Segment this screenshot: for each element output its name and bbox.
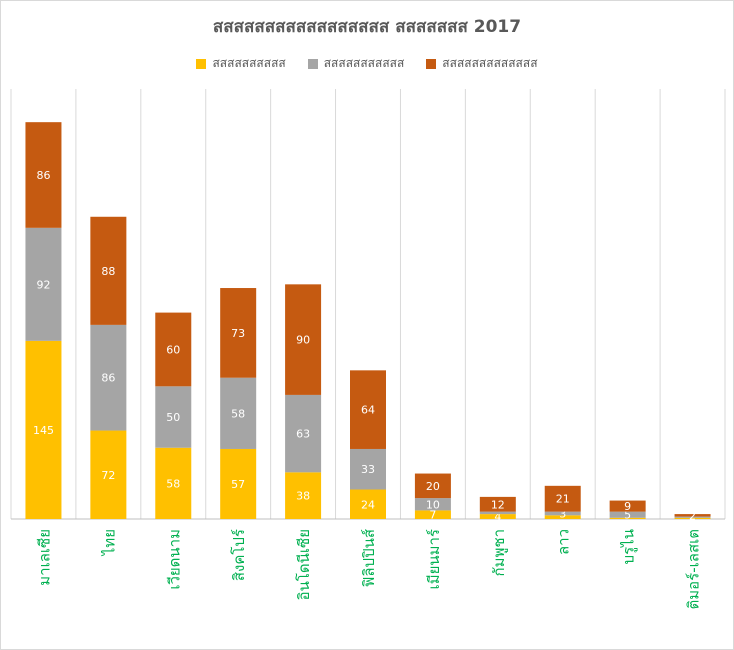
data-label: 3 [559, 507, 566, 520]
data-label: 58 [231, 407, 245, 420]
bar-segment [220, 448, 257, 519]
bar-segment [155, 447, 192, 519]
legend-label-series-1: สสสสสสสสสส [212, 56, 286, 70]
data-label: 12 [491, 498, 505, 511]
category-label: ฟิลิปปินส์ [360, 529, 378, 587]
legend-swatch-series-1 [196, 58, 207, 69]
bar-segment [155, 312, 192, 387]
legend-swatch-series-3 [426, 58, 437, 69]
bar-segment [25, 122, 62, 228]
data-label: 7 [429, 509, 436, 522]
bar-segment [155, 386, 192, 448]
bar-segment [350, 489, 386, 519]
bar-segment [479, 496, 516, 512]
data-label: 92 [36, 278, 50, 291]
bar-segment [609, 517, 646, 519]
data-label: 58 [166, 477, 180, 490]
bar-segment [25, 227, 62, 341]
bar-segment [674, 517, 711, 519]
bar-segment [285, 394, 322, 473]
category-label: ติมอร์-เลสเต [685, 529, 703, 609]
data-label: 33 [361, 463, 375, 476]
data-label: 90 [296, 334, 310, 347]
bar-segment [479, 514, 516, 519]
legend-swatch-series-2 [307, 58, 318, 69]
data-label: 20 [426, 480, 440, 493]
category-label: เมียนมาร์ [425, 529, 443, 589]
data-label: 4 [494, 511, 501, 524]
data-label: 72 [101, 469, 115, 482]
bar-segment [350, 370, 386, 449]
category-label: มาเลเซีย [35, 529, 53, 586]
data-label: 10 [426, 498, 440, 511]
bar-segment [285, 472, 322, 519]
bar-segment [674, 514, 711, 517]
category-label: ลาว [555, 529, 573, 555]
data-label: 21 [556, 493, 570, 506]
bar-segment [674, 516, 711, 518]
bar-segment [285, 284, 322, 395]
bar-segment [544, 511, 581, 516]
chart-title: สสสสสสสสสสสสสสสสส สสสสสสส 2017 [212, 17, 522, 37]
bar-segment [544, 485, 581, 512]
chart-legend: สสสสสสสสสส สสสสสสสสสสส สสสสสสสสสสสสส [1, 54, 733, 73]
bar-segment [414, 473, 451, 499]
bar-segment [544, 515, 581, 519]
data-label: 5 [624, 509, 631, 522]
bar-segment [90, 324, 127, 431]
bar-segment [350, 448, 386, 490]
data-label: 57 [231, 478, 245, 491]
category-label: ไทย [100, 529, 118, 556]
legend-label-series-2: สสสสสสสสสสส [323, 56, 405, 70]
legend-label-series-3: สสสสสสสสสสสสส [442, 56, 538, 70]
data-label: 2 [689, 509, 696, 522]
category-label: เวียดนาม [165, 529, 183, 590]
category-label: บรูไน [620, 529, 638, 564]
data-label: 145 [33, 424, 54, 437]
bar-segment [609, 500, 646, 512]
bar-segment [479, 511, 516, 515]
data-label: 86 [101, 372, 115, 385]
data-label: 88 [101, 265, 115, 278]
data-label: 60 [166, 343, 180, 356]
bar-segment [220, 377, 257, 449]
bar-segment [609, 511, 646, 518]
data-label: 9 [624, 500, 631, 513]
bar-segment [414, 510, 451, 519]
data-label: 64 [361, 404, 375, 417]
legend-item-series-3: สสสสสสสสสสสสส [426, 54, 538, 73]
bar-segment [220, 288, 257, 378]
bar-segment [25, 340, 62, 519]
bar-segment [414, 498, 451, 511]
data-label: 50 [166, 411, 180, 424]
data-label: 86 [36, 169, 50, 182]
data-label: 73 [231, 327, 245, 340]
data-label: 24 [361, 498, 375, 511]
bar-segment [90, 216, 127, 325]
legend-item-series-2: สสสสสสสสสสส [307, 54, 405, 73]
bar-segment [90, 430, 127, 519]
category-label: สิงคโปร์ [230, 529, 248, 581]
category-label: อินโดนีเซีย [295, 529, 313, 600]
data-label: 63 [296, 428, 310, 441]
category-label: กัมพูชา [490, 529, 508, 576]
legend-item-series-1: สสสสสสสสสส [196, 54, 286, 73]
data-label: 38 [296, 490, 310, 503]
